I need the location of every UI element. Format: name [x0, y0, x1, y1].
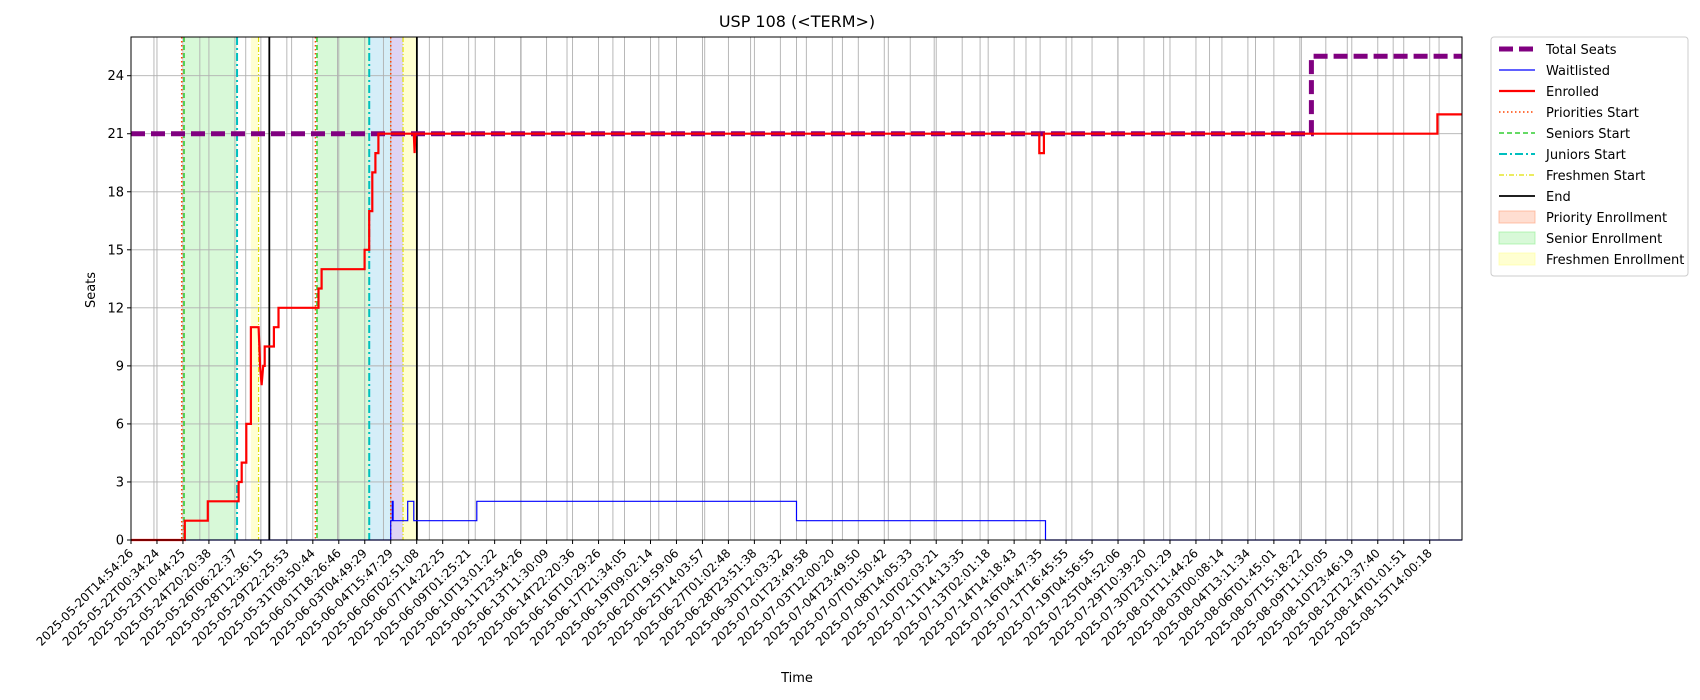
legend-label-0: Total Seats: [1545, 43, 1617, 58]
legend: Total Seats Waitlisted Enrolled Priorities …: [1490, 36, 1689, 277]
plot-frame: [130, 36, 1463, 541]
legend-label-8: Priority Enrollment: [1546, 211, 1667, 226]
series-waitlisted: [131, 500, 1462, 541]
span-0-0: [184, 37, 238, 540]
phase-lines: [180, 37, 418, 540]
legend-label-10: Freshmen Enrollment: [1546, 253, 1684, 268]
y-tick-label-1: 3: [116, 475, 124, 490]
y-tick-label-6: 18: [107, 185, 124, 200]
span-2-0: [390, 37, 404, 540]
span-3-1: [403, 37, 417, 540]
span-1-0: [369, 37, 391, 540]
legend-swatch-10: [1498, 252, 1536, 266]
legend-label-6: Freshmen Start: [1546, 169, 1645, 184]
legend-frame: [1490, 36, 1689, 277]
x-axis-label: Time: [780, 671, 813, 686]
y-tick-label-7: 21: [107, 127, 124, 142]
legend-label-3: Priorities Start: [1546, 106, 1639, 121]
y-tick-label-2: 6: [116, 417, 124, 432]
chart-title: USP 108 (<TERM>): [719, 12, 875, 31]
legend-label-5: Juniors Start: [1545, 148, 1626, 163]
legend-swatch-9: [1498, 231, 1536, 245]
legend-label-1: Waitlisted: [1546, 64, 1610, 79]
legend-label-4: Seniors Start: [1546, 127, 1630, 142]
enrollment-spans: [184, 37, 417, 540]
legend-label-2: Enrolled: [1546, 85, 1599, 100]
legend-label-7: End: [1546, 190, 1571, 205]
x-axis-ticks: 2025-05-20T14:54:262025-05-22T00:34:2420…: [34, 540, 1435, 649]
span-3-0: [250, 37, 259, 540]
span-0-1: [316, 37, 370, 540]
y-tick-label-0: 0: [116, 534, 124, 549]
y-tick-label-5: 15: [107, 243, 124, 258]
y-tick-label-4: 12: [107, 301, 124, 316]
y-tick-label-8: 24: [107, 69, 124, 84]
data-series: [131, 53, 1462, 542]
series-enrolled: [131, 113, 1462, 542]
y-axis-ticks: 0 3 6 9 12 15 18 21 24: [107, 69, 131, 549]
y-axis-label: Seats: [84, 272, 99, 308]
y-tick-label-3: 9: [116, 359, 124, 374]
legend-label-9: Senior Enrollment: [1546, 232, 1662, 247]
legend-swatch-8: [1498, 210, 1536, 224]
